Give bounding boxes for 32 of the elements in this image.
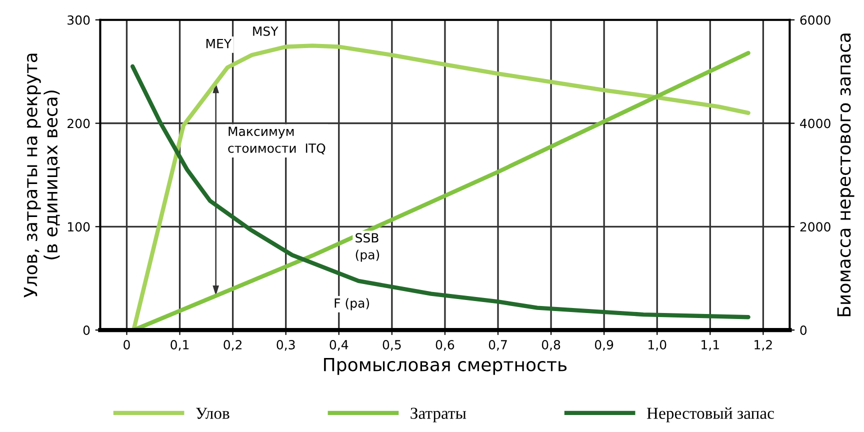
x-tick-label: 0,8	[542, 340, 560, 351]
x-tick-label: 0	[124, 340, 130, 350]
x-tick-label: 0,4	[330, 340, 348, 351]
annotation: MEY	[206, 39, 232, 48]
x-tick-label: 1,2	[754, 340, 772, 351]
y-tick-label: 100	[68, 222, 90, 232]
y2-tick-label: 2000	[800, 222, 830, 232]
y-axis-title: Улов, затраты на рекрута (в единицах веса)	[24, 54, 60, 298]
y-tick-label: 300	[68, 15, 90, 25]
x-tick-label: 1,1	[702, 340, 719, 351]
legend-label: Затраты	[410, 408, 466, 422]
x-tick-label: 0,6	[436, 340, 454, 351]
y2-tick-label: 0	[800, 326, 807, 335]
annotation: Максимум стоимости ITQ	[228, 126, 326, 154]
x-axis-title: Промысловая смертность	[324, 358, 567, 375]
x-tick-label: 0,2	[224, 340, 242, 351]
legend-label: Улов	[196, 408, 230, 419]
y2-tick-label: 4000	[800, 118, 830, 128]
y-tick-label: 200	[68, 118, 90, 128]
y-tick-label: 0	[83, 326, 90, 335]
x-tick-label: 0,5	[382, 340, 401, 351]
y2-axis-title: Биомасса нерестового запаса	[837, 34, 854, 316]
x-tick-label: 0,9	[594, 340, 614, 351]
x-tick-label: 0,1	[170, 340, 189, 351]
x-tick-label: 1,0	[648, 340, 666, 351]
annotation: SSB (pa)	[356, 233, 380, 262]
annotation: F (pa)	[334, 298, 370, 310]
y2-tick-label: 6000	[800, 15, 830, 25]
annotation: MSY	[253, 26, 278, 36]
legend-label: Нерестовый запас	[646, 407, 774, 422]
x-tick-label: 0,3	[276, 340, 295, 351]
x-tick-label: 0,7	[488, 340, 507, 351]
